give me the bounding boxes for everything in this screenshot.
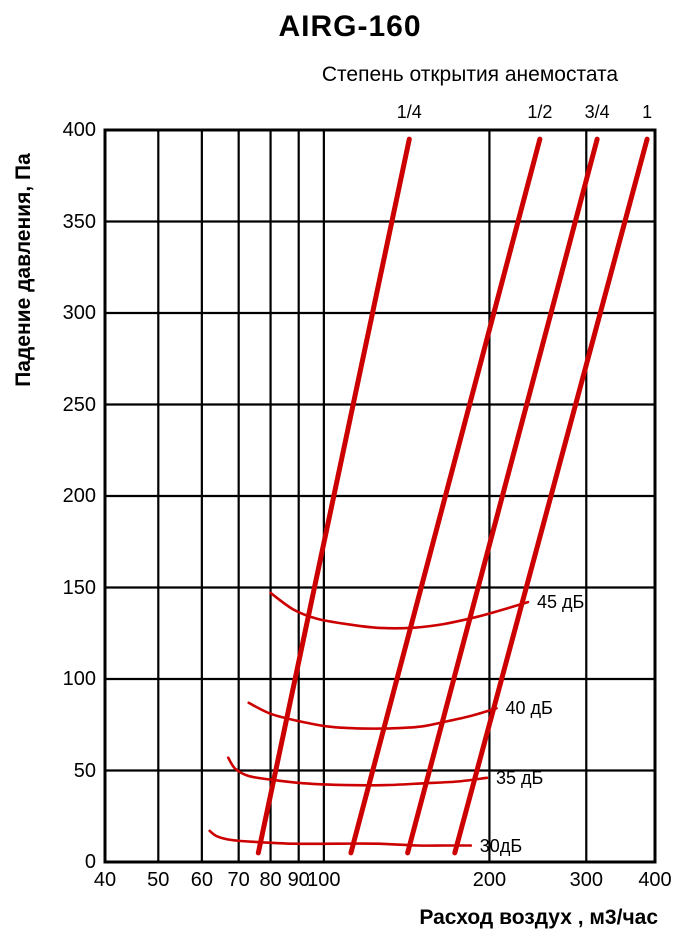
- opening-label: 1/2: [527, 102, 553, 122]
- x-tick-label: 200: [472, 869, 507, 891]
- y-tick-label: 0: [84, 851, 96, 873]
- x-tick-label: 90: [287, 869, 310, 891]
- x-axis-title: Расход воздух , м3/час: [419, 906, 658, 929]
- opening-line: [255, 136, 412, 856]
- x-tick-label: 50: [147, 869, 170, 891]
- noise-level-label: 35 дБ: [496, 767, 544, 788]
- opening-label: 3/4: [584, 102, 610, 122]
- x-tick-label: 40: [93, 869, 117, 891]
- chart-subtitle: Степень открытия анемостата: [321, 63, 619, 86]
- opening-line: [452, 136, 650, 856]
- opening-label: 1: [642, 102, 653, 122]
- plot-frame: [103, 128, 657, 864]
- y-tick-label: 350: [62, 210, 96, 233]
- opening-line: [348, 136, 543, 856]
- y-tick-label: 150: [62, 576, 96, 599]
- x-tick-label: 300: [569, 869, 603, 891]
- y-tick-label: 50: [73, 759, 96, 782]
- x-tick-label: 100: [307, 869, 341, 891]
- noise-curve: [247, 701, 498, 730]
- noise-level-label: 45 дБ: [536, 592, 585, 613]
- x-tick-label: 70: [227, 869, 250, 891]
- y-tick-label: 300: [62, 302, 96, 324]
- noise-curve: [269, 591, 530, 630]
- y-tick-label: 250: [62, 393, 96, 416]
- x-tick-label: 400: [638, 869, 672, 891]
- noise-level-label: 30дБ: [479, 835, 523, 856]
- noise-curve: [226, 756, 489, 787]
- y-tick-label: 100: [62, 668, 96, 690]
- chart-title: AIRG-160: [278, 10, 422, 43]
- opening-label: 1/4: [396, 102, 422, 122]
- x-tick-label: 80: [259, 869, 282, 891]
- y-tick-label: 200: [62, 485, 96, 507]
- opening-line: [405, 136, 600, 856]
- noise-level-label: 40 дБ: [505, 698, 553, 719]
- noise-curve: [208, 829, 473, 847]
- y-tick-label: 400: [62, 119, 96, 141]
- x-tick-label: 60: [190, 869, 213, 891]
